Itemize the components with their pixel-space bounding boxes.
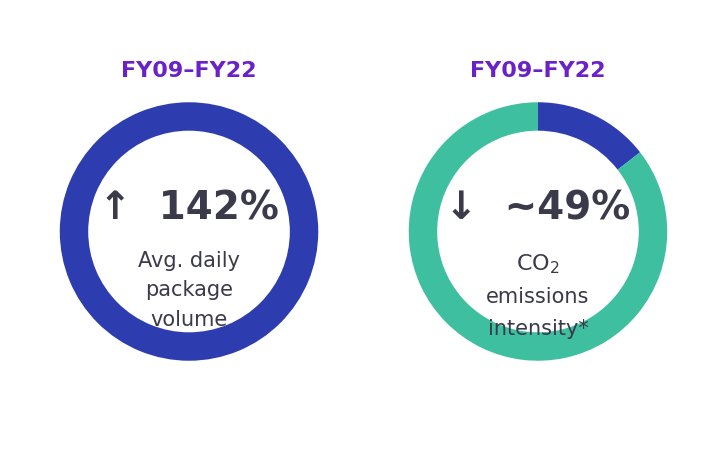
Text: intensity*: intensity* — [488, 319, 588, 339]
Wedge shape — [409, 102, 667, 361]
Text: ↓  ~49%: ↓ ~49% — [446, 189, 630, 227]
Wedge shape — [60, 102, 318, 361]
Wedge shape — [538, 102, 640, 170]
Text: FY09–FY22: FY09–FY22 — [121, 61, 257, 81]
Text: ↑  142%: ↑ 142% — [99, 189, 279, 227]
Text: emissions: emissions — [486, 287, 590, 307]
Text: CO$_2$: CO$_2$ — [516, 252, 560, 276]
Text: Avg. daily
package
volume: Avg. daily package volume — [138, 251, 240, 330]
Text: FY09–FY22: FY09–FY22 — [470, 61, 606, 81]
